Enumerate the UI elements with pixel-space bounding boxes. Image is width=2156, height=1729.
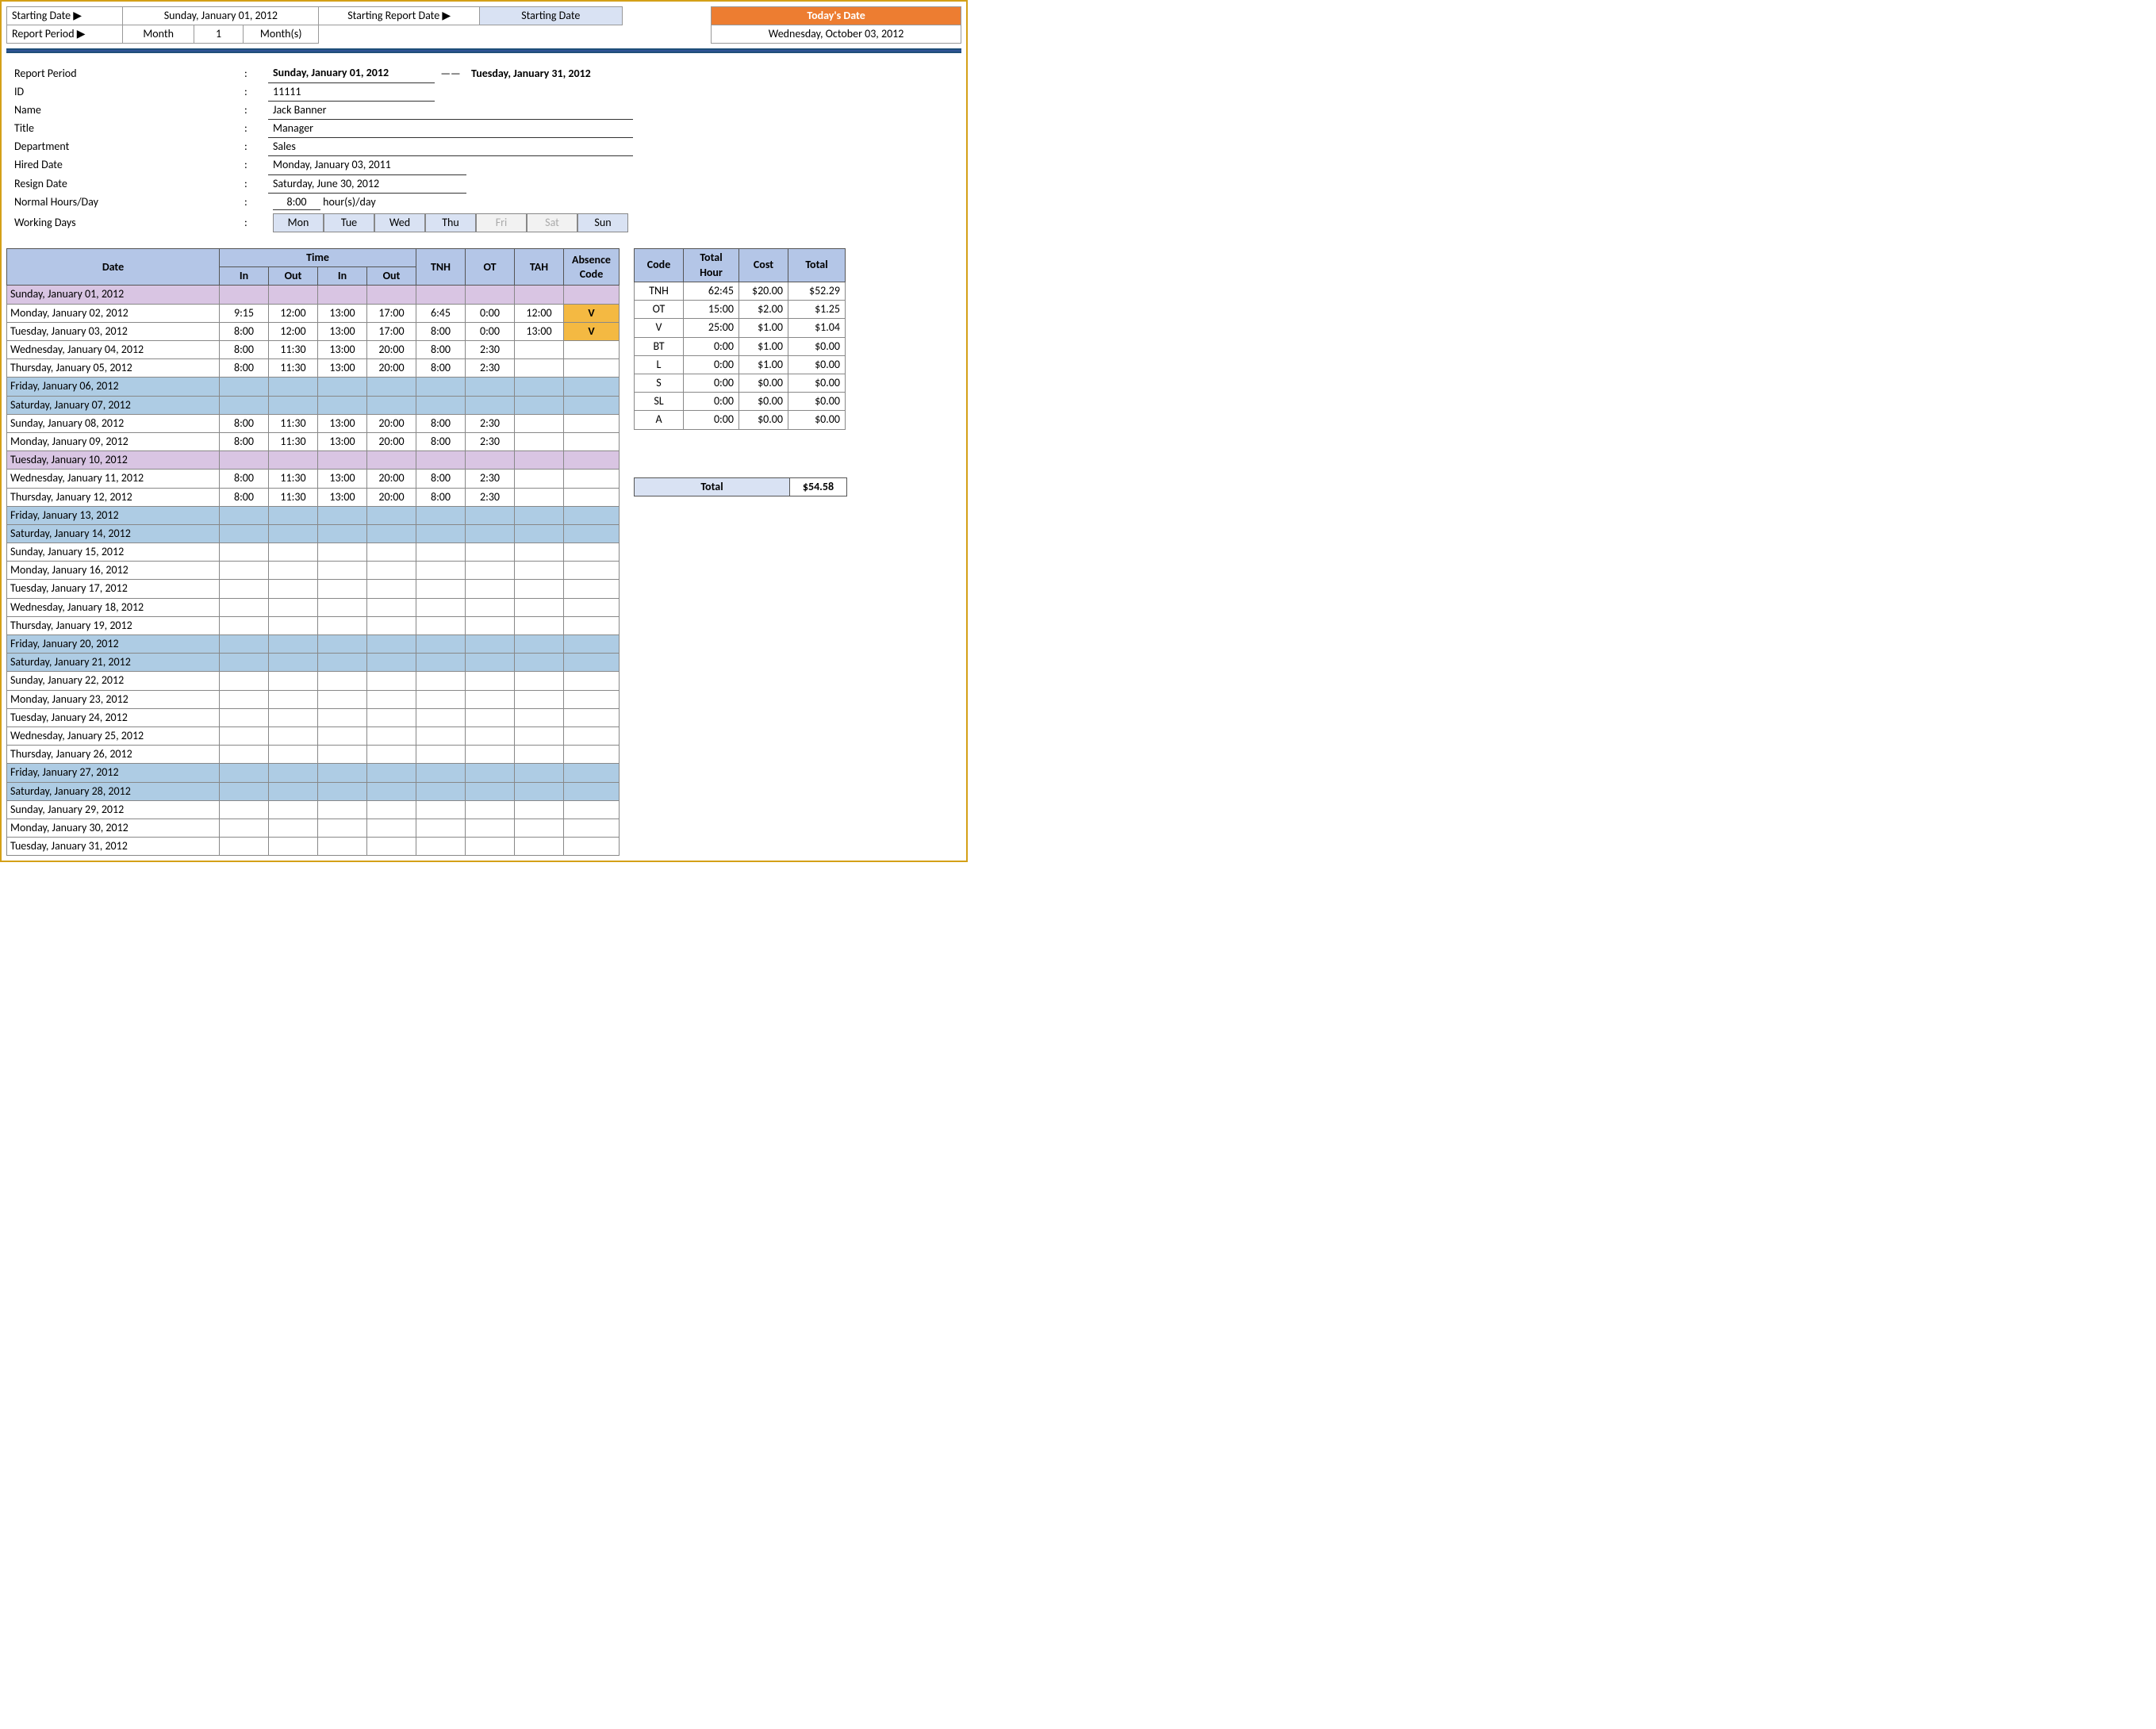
report-period-label: Report Period ▶ xyxy=(7,25,123,44)
summary-row: A0:00$0.00$0.00 xyxy=(635,411,846,429)
table-row[interactable]: Friday, January 27, 2012 xyxy=(7,764,620,782)
table-row[interactable]: Friday, January 20, 2012 xyxy=(7,635,620,654)
summary-row: SL0:00$0.00$0.00 xyxy=(635,393,846,411)
starting-date-value[interactable]: Sunday, January 01, 2012 xyxy=(123,7,319,25)
th-ac: Absence Code xyxy=(564,249,620,286)
report-end: Tuesday, January 31, 2012 xyxy=(466,64,633,82)
table-row[interactable]: Monday, January 09, 20128:0011:3013:0020… xyxy=(7,432,620,450)
th-date: Date xyxy=(7,249,220,286)
summary-row: V25:00$1.00$1.04 xyxy=(635,319,846,337)
rp-number[interactable]: 1 xyxy=(194,25,244,44)
normal-unit: hour(s)/day xyxy=(323,195,376,209)
table-row[interactable]: Wednesday, January 25, 2012 xyxy=(7,726,620,745)
table-row[interactable]: Friday, January 13, 2012 xyxy=(7,506,620,524)
department-value[interactable]: Sales xyxy=(268,138,633,156)
table-row[interactable]: Thursday, January 26, 2012 xyxy=(7,746,620,764)
normal-hours[interactable]: 8:00 xyxy=(273,195,320,210)
dash: —— xyxy=(435,64,466,82)
table-row[interactable]: Saturday, January 28, 2012 xyxy=(7,782,620,800)
id-value[interactable]: 11111 xyxy=(268,82,435,101)
grand-label: Total xyxy=(635,477,790,496)
today-header: Today's Date xyxy=(712,7,961,25)
working-day-tue[interactable]: Tue xyxy=(324,213,374,232)
working-day-sat[interactable]: Sat xyxy=(527,213,577,232)
starting-date-link[interactable]: Starting Date xyxy=(479,7,622,25)
table-row[interactable]: Thursday, January 12, 20128:0011:3013:00… xyxy=(7,488,620,506)
starting-report-date-label: Starting Report Date ▶ xyxy=(319,7,479,25)
summary-row: BT0:00$1.00$0.00 xyxy=(635,337,846,355)
table-row[interactable]: Sunday, January 08, 20128:0011:3013:0020… xyxy=(7,414,620,432)
timesheet-table: Date Time TNH OT TAH Absence Code In Out… xyxy=(6,248,620,856)
today-value: Wednesday, October 03, 2012 xyxy=(712,25,961,44)
grand-total: Total $54.58 xyxy=(634,477,847,496)
table-row[interactable]: Sunday, January 15, 2012 xyxy=(7,543,620,562)
table-row[interactable]: Thursday, January 05, 20128:0011:3013:00… xyxy=(7,359,620,378)
working-day-wed[interactable]: Wed xyxy=(374,213,425,232)
table-row[interactable]: Wednesday, January 11, 20128:0011:3013:0… xyxy=(7,470,620,488)
working-days: MonTueWedThuFriSatSun xyxy=(268,212,633,234)
th-tah: TAH xyxy=(515,249,564,286)
grand-value: $54.58 xyxy=(790,477,847,496)
table-row[interactable]: Tuesday, January 17, 2012 xyxy=(7,580,620,598)
table-row[interactable]: Tuesday, January 10, 2012 xyxy=(7,451,620,470)
working-day-fri[interactable]: Fri xyxy=(476,213,527,232)
name-value[interactable]: Jack Banner xyxy=(268,101,633,119)
table-row[interactable]: Tuesday, January 31, 2012 xyxy=(7,838,620,856)
summary-table: Code Total Hour Cost Total TNH62:45$20.0… xyxy=(634,248,846,430)
working-day-mon[interactable]: Mon xyxy=(273,213,324,232)
table-row[interactable]: Saturday, January 07, 2012 xyxy=(7,396,620,414)
working-day-thu[interactable]: Thu xyxy=(425,213,476,232)
summary-row: OT15:00$2.00$1.25 xyxy=(635,301,846,319)
table-row[interactable]: Sunday, January 22, 2012 xyxy=(7,672,620,690)
table-row[interactable]: Thursday, January 19, 2012 xyxy=(7,616,620,634)
table-row[interactable]: Sunday, January 01, 2012 xyxy=(7,286,620,304)
table-row[interactable]: Monday, January 30, 2012 xyxy=(7,818,620,837)
table-row[interactable]: Monday, January 02, 20129:1512:0013:0017… xyxy=(7,304,620,322)
table-row[interactable]: Friday, January 06, 2012 xyxy=(7,378,620,396)
employee-info: Report Period : Sunday, January 01, 2012… xyxy=(10,64,633,234)
summary-row: L0:00$1.00$0.00 xyxy=(635,355,846,374)
table-row[interactable]: Saturday, January 14, 2012 xyxy=(7,524,620,542)
title-value[interactable]: Manager xyxy=(268,119,633,137)
report-period-lbl: Report Period xyxy=(10,64,240,82)
table-row[interactable]: Monday, January 16, 2012 xyxy=(7,562,620,580)
rp-months-unit: Month(s) xyxy=(243,25,319,44)
table-row[interactable]: Sunday, January 29, 2012 xyxy=(7,800,620,818)
th-time: Time xyxy=(220,249,416,267)
starting-date-label: Starting Date ▶ xyxy=(7,7,123,25)
topbar: Starting Date ▶ Sunday, January 01, 2012… xyxy=(6,6,961,44)
report-start: Sunday, January 01, 2012 xyxy=(268,64,435,82)
table-row[interactable]: Tuesday, January 24, 2012 xyxy=(7,708,620,726)
table-row[interactable]: Wednesday, January 18, 2012 xyxy=(7,598,620,616)
table-row[interactable]: Wednesday, January 04, 20128:0011:3013:0… xyxy=(7,341,620,359)
summary-row: TNH62:45$20.00$52.29 xyxy=(635,282,846,301)
th-ot: OT xyxy=(466,249,515,286)
table-row[interactable]: Saturday, January 21, 2012 xyxy=(7,654,620,672)
rp-month[interactable]: Month xyxy=(123,25,194,44)
divider xyxy=(6,48,961,53)
hired-value[interactable]: Monday, January 03, 2011 xyxy=(268,156,466,174)
resign-value[interactable]: Saturday, June 30, 2012 xyxy=(268,174,466,193)
th-tnh: TNH xyxy=(416,249,466,286)
table-row[interactable]: Monday, January 23, 2012 xyxy=(7,690,620,708)
summary-row: S0:00$0.00$0.00 xyxy=(635,374,846,393)
table-row[interactable]: Tuesday, January 03, 20128:0012:0013:001… xyxy=(7,322,620,340)
working-day-sun[interactable]: Sun xyxy=(577,213,628,232)
